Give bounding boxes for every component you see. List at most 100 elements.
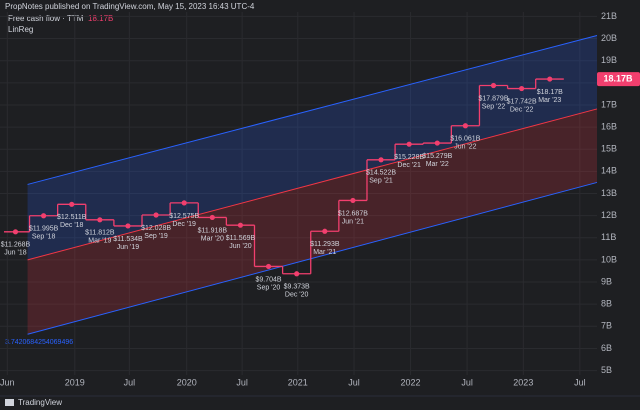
date-label: Mar '19: [88, 238, 111, 245]
y-tick-label: 7B: [601, 321, 612, 331]
point: [294, 271, 300, 277]
date-label: Mar '21: [313, 249, 336, 256]
value-label: $9.704B: [256, 276, 282, 283]
value-label: $17.879B: [479, 95, 509, 102]
value-label: $11.812B: [85, 230, 115, 237]
point: [406, 141, 412, 147]
point: [462, 123, 468, 129]
date-label: Sep '18: [32, 234, 56, 241]
y-tick-label: 19B: [601, 55, 617, 65]
point: [97, 217, 103, 223]
point: [490, 82, 497, 89]
date-label: Jun '20: [229, 243, 251, 250]
value-label: $11.995B: [29, 226, 59, 233]
y-tick-label: 20B: [601, 33, 617, 43]
value-label: $15.228B: [394, 154, 424, 161]
linreg-upper: [27, 34, 598, 185]
date-label: Dec '22: [510, 106, 534, 113]
date-label: Dec '21: [397, 162, 421, 169]
lower-channel: [27, 108, 598, 335]
date-label: Dec '20: [285, 292, 309, 299]
y-tick-label: 13B: [601, 188, 617, 198]
logo: [5, 399, 14, 406]
x-tick-label: 2023: [513, 377, 533, 387]
value-label: $15.279B: [422, 153, 452, 160]
point: [181, 200, 187, 206]
linreg-lower: [27, 181, 598, 335]
point: [153, 212, 159, 218]
y-tick-label: 15B: [601, 144, 617, 154]
value-label: $17.742B: [507, 98, 537, 105]
value-label: $16.061B: [450, 136, 480, 143]
date-label: Mar '23: [538, 97, 561, 104]
y-tick-label: 21B: [601, 11, 617, 21]
value-label: $11.293B: [310, 241, 340, 248]
value-label: $12.028B: [141, 225, 171, 232]
date-label: Dec '18: [60, 222, 84, 229]
date-label: Mar '20: [201, 235, 224, 242]
point: [434, 140, 440, 146]
x-tick-label: 2022: [401, 377, 421, 387]
legend-title: Free cash flow · TTM: [8, 14, 84, 23]
point: [69, 201, 75, 207]
point: [547, 76, 553, 82]
point: [125, 223, 131, 229]
y-tick-label: 17B: [601, 99, 617, 109]
value-label: $12.511B: [57, 214, 87, 221]
footer: TradingView: [18, 398, 62, 407]
indicator-name: LinReg: [8, 25, 33, 34]
point: [40, 213, 47, 219]
value-label: $11.268B: [1, 242, 31, 249]
header: PropNotes published on TradingView.com, …: [5, 2, 255, 11]
point: [350, 197, 356, 204]
date-label: Jun '21: [342, 218, 364, 225]
date-label: Jun '18: [4, 250, 26, 257]
last-value-text: 18.17B: [603, 73, 633, 83]
date-label: Sep '20: [257, 284, 281, 291]
point: [265, 263, 272, 270]
point: [237, 222, 244, 228]
value-label: $12.687B: [338, 210, 368, 217]
y-tick-label: 6B: [601, 343, 612, 353]
point: [209, 214, 215, 221]
x-tick-label: Jun: [0, 377, 15, 387]
y-tick-label: 9B: [601, 276, 612, 286]
date-label: Sep '21: [369, 178, 393, 185]
y-tick-label: 5B: [601, 365, 612, 375]
x-tick-label: Jul: [461, 377, 473, 387]
x-tick-label: 2020: [177, 377, 197, 387]
legend-value: 18.17B: [88, 14, 113, 23]
point: [322, 228, 328, 234]
last-value-tag: [597, 72, 640, 87]
y-tick-label: 16B: [601, 121, 617, 131]
date-label: Sep '22: [482, 103, 506, 110]
value-label: $11.918B: [198, 227, 228, 234]
y-tick-label: 11B: [601, 232, 616, 242]
x-tick-label: Jul: [124, 377, 136, 387]
date-label: Jun '22: [454, 144, 476, 151]
date-label: Mar '22: [426, 161, 449, 168]
x-tick-label: 2021: [288, 377, 308, 387]
x-tick-label: 2019: [65, 377, 85, 387]
x-tick-label: Jul: [236, 377, 248, 387]
date-label: Sep '19: [144, 233, 168, 240]
y-tick-label: 10B: [601, 254, 617, 264]
x-tick-label: Jul: [348, 377, 360, 387]
value-label: $11.569B: [226, 235, 256, 242]
value-label: $9.373B: [284, 284, 310, 291]
value-label: $11.534B: [113, 236, 143, 243]
value-label: $14.522B: [366, 170, 396, 177]
indicator-value: 3.7420684254069496: [5, 339, 73, 346]
point: [12, 229, 19, 235]
point: [378, 157, 384, 163]
value-label: $18.17B: [537, 89, 563, 96]
x-tick-label: Jul: [574, 377, 586, 387]
y-tick-label: 12B: [601, 210, 617, 220]
point: [519, 85, 525, 92]
linreg-middle: [27, 108, 598, 261]
date-label: Dec '19: [172, 221, 196, 228]
y-tick-label: 14B: [601, 166, 617, 176]
value-label: $12.575B: [169, 213, 199, 220]
